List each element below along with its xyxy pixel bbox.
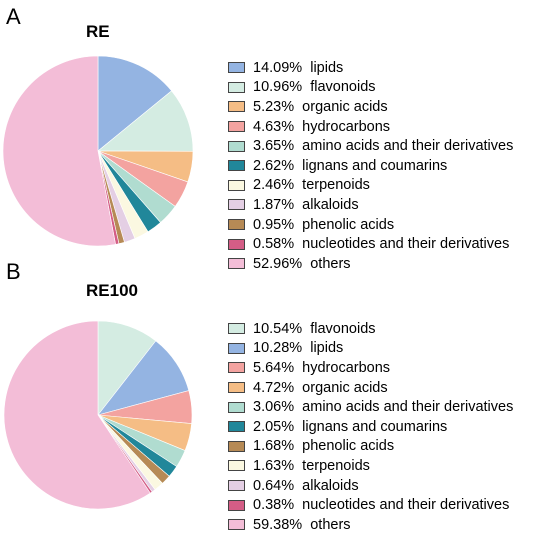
legend-a: 14.09% lipids 10.96% flavonoids 5.23% orga…: [228, 58, 513, 274]
legend-label: 4.72% organic acids: [253, 379, 388, 396]
legend-b-item-amino-acids-and-their-derivatives: 3.06% amino acids and their derivatives: [228, 397, 513, 417]
legend-swatch: [228, 480, 245, 492]
chart-title-a: RE: [86, 22, 110, 41]
legend-b-item-lignans-and-coumarins: 2.05% lignans and coumarins: [228, 417, 513, 437]
legend-swatch: [228, 199, 245, 211]
pie-a-slice-lipids: [97, 55, 172, 152]
legend-a-item-lipids: 14.09% lipids: [228, 58, 513, 78]
legend-b-item-others: 59.38% others: [228, 515, 513, 535]
legend-a-item-alkaloids: 1.87% alkaloids: [228, 195, 513, 215]
legend-label: 3.65% amino acids and their derivatives: [253, 138, 514, 155]
legend-label: 2.05% lignans and coumarins: [253, 418, 448, 435]
legend-b-item-nucleotides-and-their-derivatives: 0.38% nucleotides and their derivatives: [228, 495, 513, 515]
legend-label: 0.58% nucleotides and their derivatives: [253, 236, 510, 253]
chart-panel-b: B RE100 10.54% flavonoids 10.28% lipids 5.…: [0, 255, 550, 533]
pie-a-slice-others: [2, 55, 116, 247]
legend-a-item-flavonoids: 10.96% flavonoids: [228, 78, 513, 98]
legend-swatch: [228, 258, 245, 270]
legend-swatch: [228, 140, 245, 152]
legend-label: 1.63% terpenoids: [253, 457, 370, 474]
legend-b-item-terpenoids: 1.63% terpenoids: [228, 456, 513, 476]
legend-swatch: [228, 440, 245, 452]
legend-swatch: [228, 323, 245, 335]
legend-a-item-amino-acids-and-their-derivatives: 3.65% amino acids and their derivatives: [228, 136, 513, 156]
legend-swatch: [228, 362, 245, 374]
legend-b-item-organic-acids: 4.72% organic acids: [228, 378, 513, 398]
legend-label: 2.46% terpenoids: [253, 177, 370, 194]
legend-label: 14.09% lipids: [253, 59, 344, 76]
legend-swatch: [228, 81, 245, 93]
chart-title-b: RE100: [86, 281, 138, 300]
legend-a-item-hydrocarbons: 4.63% hydrocarbons: [228, 117, 513, 137]
legend-b-item-hydrocarbons: 5.64% hydrocarbons: [228, 358, 513, 378]
pie-b-slice-others: [3, 320, 151, 510]
legend-b-item-lipids: 10.28% lipids: [228, 339, 513, 359]
pie-a-slice-flavonoids: [97, 90, 194, 152]
legend-b: 10.54% flavonoids 10.28% lipids 5.64% hydr…: [228, 319, 513, 535]
legend-a-item-others: 52.96% others: [228, 254, 513, 274]
legend-b-item-phenolic-acids: 1.68% phenolic acids: [228, 437, 513, 457]
legend-swatch: [228, 499, 245, 511]
legend-swatch: [228, 401, 245, 413]
legend-swatch: [228, 519, 245, 531]
legend-label: 5.64% hydrocarbons: [253, 359, 391, 376]
legend-label: 0.95% phenolic acids: [253, 216, 395, 233]
legend-a-item-phenolic-acids: 0.95% phenolic acids: [228, 215, 513, 235]
legend-label: 0.64% alkaloids: [253, 477, 359, 494]
legend-label: 10.54% flavonoids: [253, 320, 376, 337]
legend-label: 10.28% lipids: [253, 340, 344, 357]
legend-label: 5.23% organic acids: [253, 98, 388, 115]
legend-a-item-lignans-and-coumarins: 2.62% lignans and coumarins: [228, 156, 513, 176]
legend-swatch: [228, 342, 245, 354]
legend-a-item-nucleotides-and-their-derivatives: 0.58% nucleotides and their derivatives: [228, 234, 513, 254]
legend-swatch: [228, 460, 245, 472]
legend-label: 3.06% amino acids and their derivatives: [253, 399, 514, 416]
legend-swatch: [228, 382, 245, 394]
legend-label: 52.96% others: [253, 255, 351, 272]
legend-swatch: [228, 62, 245, 74]
legend-label: 10.96% flavonoids: [253, 79, 376, 96]
legend-a-item-terpenoids: 2.46% terpenoids: [228, 176, 513, 196]
chart-panel-a: A RE 14.09% lipids 10.96% flavonoids 5.23%…: [0, 0, 550, 272]
legend-swatch: [228, 121, 245, 133]
legend-b-item-flavonoids: 10.54% flavonoids: [228, 319, 513, 339]
legend-a-item-organic-acids: 5.23% organic acids: [228, 97, 513, 117]
legend-label: 1.87% alkaloids: [253, 196, 359, 213]
legend-label: 1.68% phenolic acids: [253, 438, 395, 455]
legend-label: 4.63% hydrocarbons: [253, 118, 391, 135]
panel-letter-b: B: [6, 259, 21, 284]
legend-swatch: [228, 101, 245, 113]
legend-swatch: [228, 160, 245, 172]
legend-swatch: [228, 238, 245, 250]
legend-label: 2.62% lignans and coumarins: [253, 157, 448, 174]
legend-swatch: [228, 421, 245, 433]
legend-swatch: [228, 219, 245, 231]
pie-chart-a: [2, 55, 194, 247]
legend-swatch: [228, 179, 245, 191]
legend-label: 59.38% others: [253, 516, 351, 533]
panel-letter-a: A: [6, 4, 21, 29]
legend-b-item-alkaloids: 0.64% alkaloids: [228, 476, 513, 496]
pie-chart-b: [3, 320, 193, 510]
legend-label: 0.38% nucleotides and their derivatives: [253, 497, 510, 514]
